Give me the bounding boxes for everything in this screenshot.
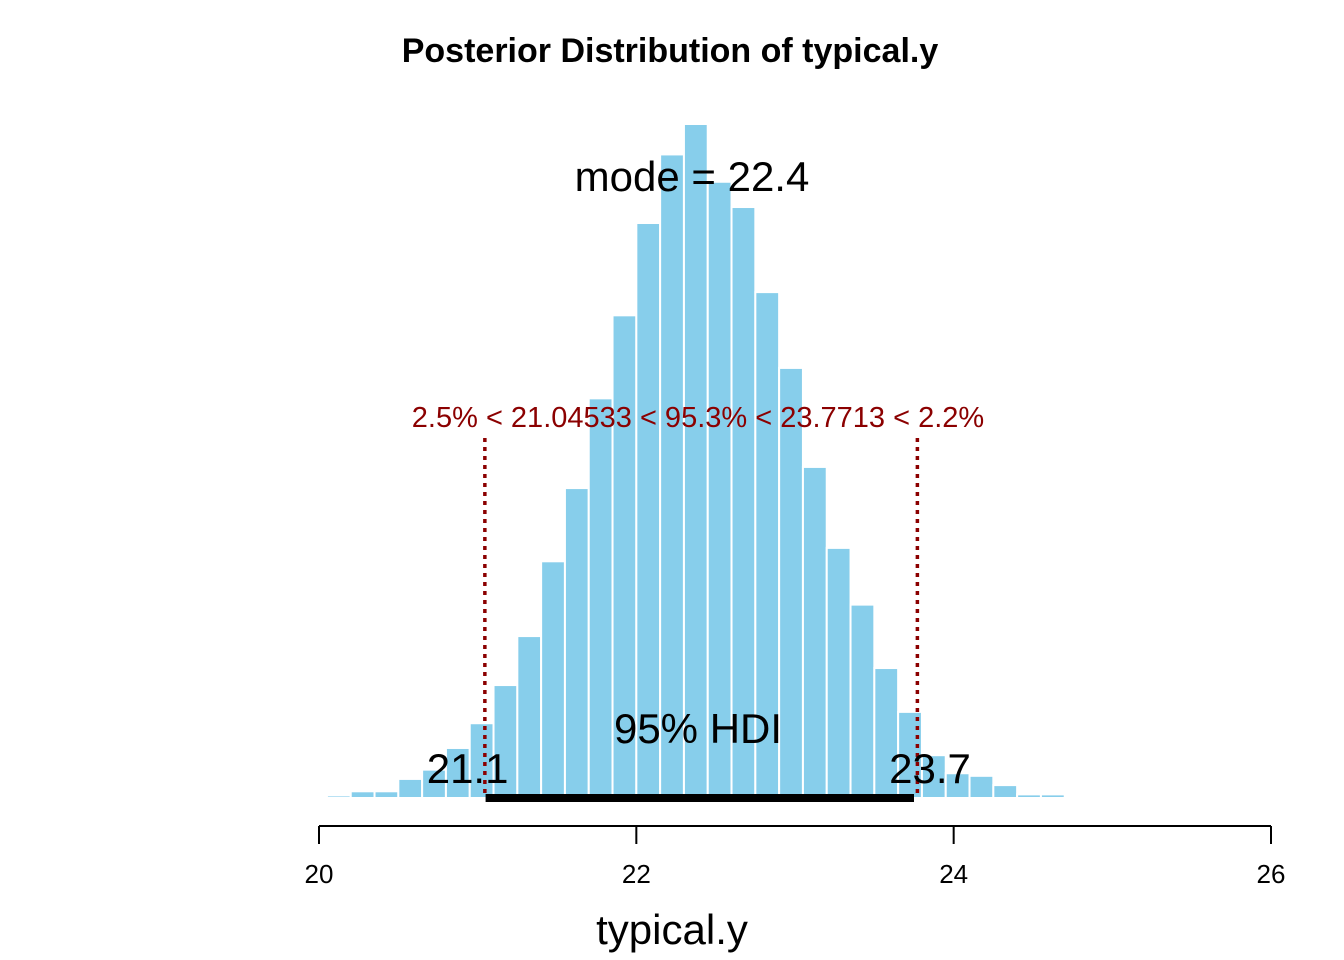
histogram-bar [563, 487, 590, 799]
interval-lines [483, 438, 920, 798]
mode-label: mode = 22.4 [575, 153, 810, 200]
x-axis: 20 22 24 26 [305, 825, 1286, 889]
histogram-bar [801, 465, 828, 799]
interval-text: 2.5% < 21.04533 < 95.3% < 23.7713 < 2.2% [412, 402, 984, 434]
histogram-bar [397, 777, 424, 800]
histogram-bar [516, 635, 543, 799]
hdi-low-label: 21.1 [427, 745, 509, 792]
hdi-label: 95% HDI [614, 705, 782, 752]
histogram-bar [682, 123, 709, 799]
hdi-bar [485, 794, 914, 802]
histogram-bar [540, 560, 566, 799]
histogram-bar [849, 603, 876, 800]
histogram-bar [373, 790, 400, 799]
x-tick-label: 24 [939, 859, 968, 889]
histogram-bar [349, 790, 376, 799]
hdi-high-label: 23.7 [889, 745, 971, 792]
histogram-bar [1016, 793, 1042, 799]
x-axis-label: typical.y [596, 906, 748, 953]
histogram-bar [325, 794, 352, 799]
histogram-bars [325, 123, 1066, 800]
histogram-bar [992, 784, 1019, 800]
histogram-bar [968, 774, 995, 800]
histogram-bar [825, 546, 852, 799]
histogram-bar [659, 153, 685, 799]
x-tick-label: 20 [305, 859, 334, 889]
x-tick-label: 26 [1257, 859, 1286, 889]
histogram-bar [587, 397, 614, 799]
x-tick-label: 22 [622, 859, 651, 889]
histogram-bar [1039, 793, 1066, 799]
chart-title: Posterior Distribution of typical.y [402, 32, 939, 70]
